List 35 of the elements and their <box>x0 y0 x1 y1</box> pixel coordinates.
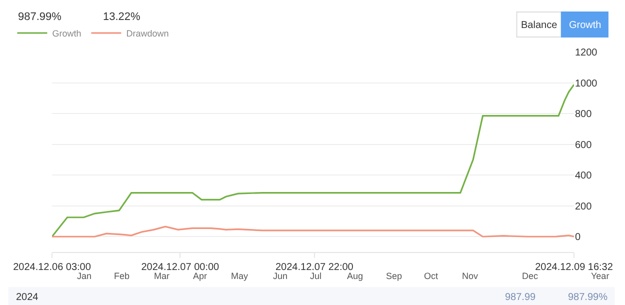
y-tick-label: 200 <box>575 201 592 212</box>
text: May <box>231 271 248 281</box>
text: 2024 <box>16 292 39 303</box>
legend-label: Growth <box>52 28 82 39</box>
x-tick-label: 2024.12.07 22:00 <box>275 262 354 273</box>
text: 987.99% <box>18 11 62 23</box>
text: Apr <box>193 271 208 281</box>
y-tick-label: 1000 <box>575 78 598 90</box>
text: 987.99% <box>568 292 608 303</box>
text: Sep <box>386 271 402 281</box>
text: Nov <box>462 271 479 281</box>
text: Jun <box>273 271 288 281</box>
text: Balance <box>521 20 558 31</box>
y-tick-label: 800 <box>575 109 592 120</box>
x-tick-label: 2024.12.07 00:00 <box>141 262 220 273</box>
y-tick-label: 400 <box>575 170 592 182</box>
line-series <box>52 84 574 238</box>
text: Jan <box>77 271 92 281</box>
x-tick-label: 2024.12.06 03:00 <box>13 262 92 273</box>
line-series <box>52 226 574 238</box>
text: Jul <box>310 271 322 281</box>
text: Growth <box>569 20 602 31</box>
text: Oct <box>424 271 438 281</box>
text: Feb <box>114 271 130 281</box>
legend-label: Drawdown <box>126 28 169 39</box>
text: 13.22% <box>103 11 141 23</box>
y-tick-label: 600 <box>575 140 592 151</box>
text: Mar <box>154 271 170 281</box>
y-tick-label: 1200 <box>575 48 598 58</box>
x-tick-label: 2024.12.09 16:32 <box>535 262 614 273</box>
text: 987.99 <box>505 292 536 303</box>
text: Year <box>591 271 610 281</box>
y-tick-label: 0 <box>575 232 581 244</box>
text: Dec <box>522 271 539 281</box>
text: Aug <box>347 271 364 281</box>
